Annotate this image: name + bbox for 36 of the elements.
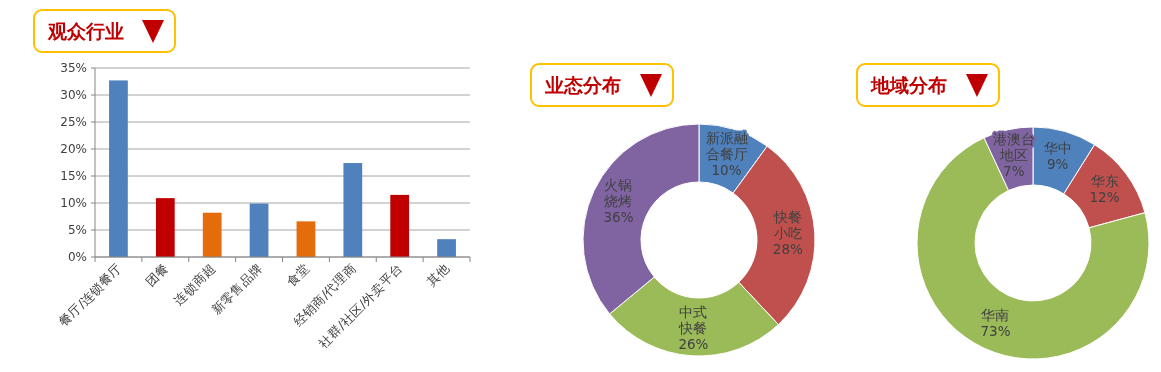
x-tick-label: 其他 [423, 260, 453, 290]
slice-label: 火锅烧烤 [604, 177, 633, 210]
bar [109, 80, 128, 257]
x-tick-label: 食堂 [283, 260, 313, 290]
bar [202, 212, 222, 257]
y-tick-label: 10% [60, 196, 87, 211]
x-tick-label: 团餐 [142, 260, 172, 290]
data-label: 73% [980, 322, 1011, 339]
bar [249, 203, 269, 257]
slice-label: 华中 [1043, 140, 1072, 157]
y-tick-label: 35% [60, 61, 87, 76]
slice-label: 华东 [1090, 173, 1119, 190]
y-tick-label: 15% [60, 169, 87, 184]
data-label: 12% [1089, 189, 1120, 206]
data-label: 26% [678, 335, 709, 352]
bar [343, 163, 363, 257]
data-label: 10% [711, 162, 742, 179]
slice-label: 新派融合餐厅 [705, 130, 748, 163]
y-tick-label: 25% [60, 115, 87, 130]
bar [390, 194, 410, 257]
bar [437, 239, 456, 257]
slice-label: 华南 [981, 306, 1010, 323]
y-tick-label: 5% [67, 223, 87, 238]
y-tick-label: 30% [60, 88, 87, 103]
data-label: 28% [772, 241, 803, 258]
bar [155, 198, 175, 257]
chart-title: 观众行业 [47, 20, 124, 42]
data-label: 36% [603, 209, 634, 226]
slice-label: 中式快餐 [678, 303, 708, 336]
slice-label: 快餐小吃 [772, 209, 802, 242]
data-label: 7% [1003, 163, 1025, 180]
chart-title: 地域分布 [870, 74, 947, 96]
data-label: 9% [1046, 156, 1069, 173]
y-tick-label: 20% [60, 142, 87, 157]
chart-title: 业态分布 [544, 74, 621, 96]
bar [296, 221, 316, 257]
